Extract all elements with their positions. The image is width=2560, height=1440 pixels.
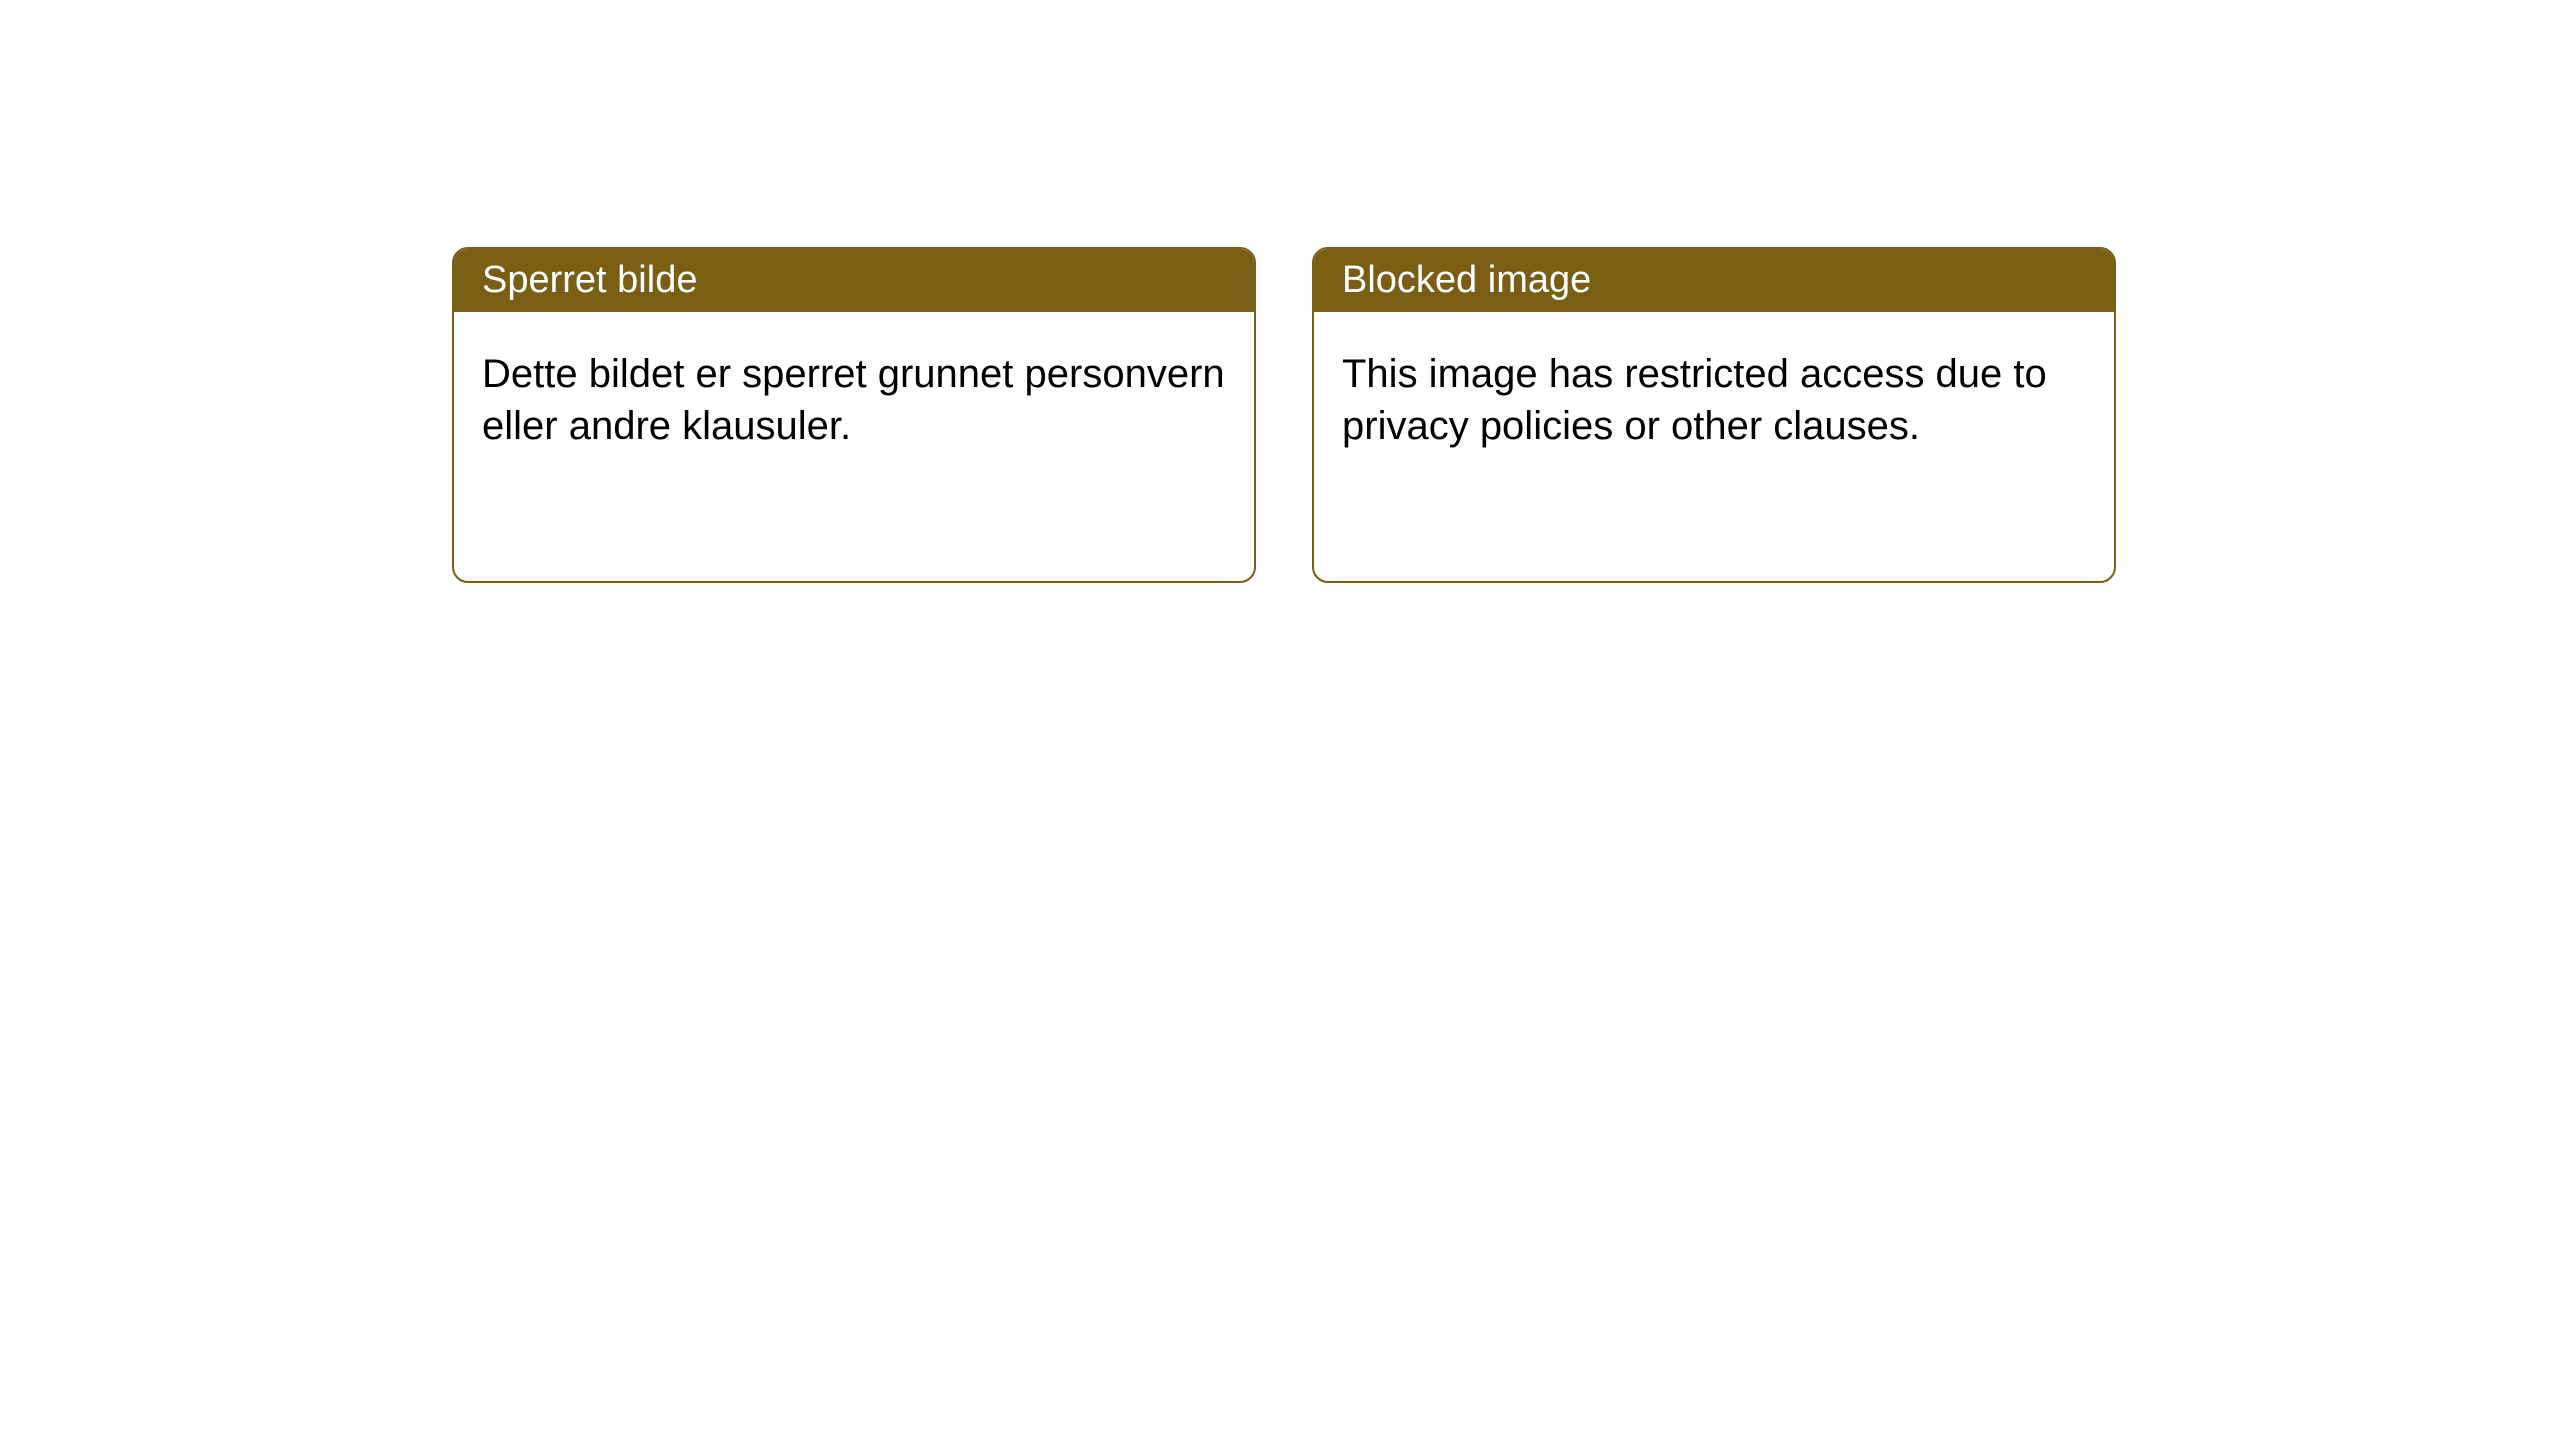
blocked-image-card-en: Blocked image This image has restricted …	[1312, 247, 2116, 583]
card-body-en: This image has restricted access due to …	[1314, 312, 2114, 488]
notice-cards-container: Sperret bilde Dette bildet er sperret gr…	[452, 247, 2116, 583]
card-body-no: Dette bildet er sperret grunnet personve…	[454, 312, 1254, 488]
blocked-image-card-no: Sperret bilde Dette bildet er sperret gr…	[452, 247, 1256, 583]
card-header-en: Blocked image	[1314, 249, 2114, 312]
card-header-no: Sperret bilde	[454, 249, 1254, 312]
